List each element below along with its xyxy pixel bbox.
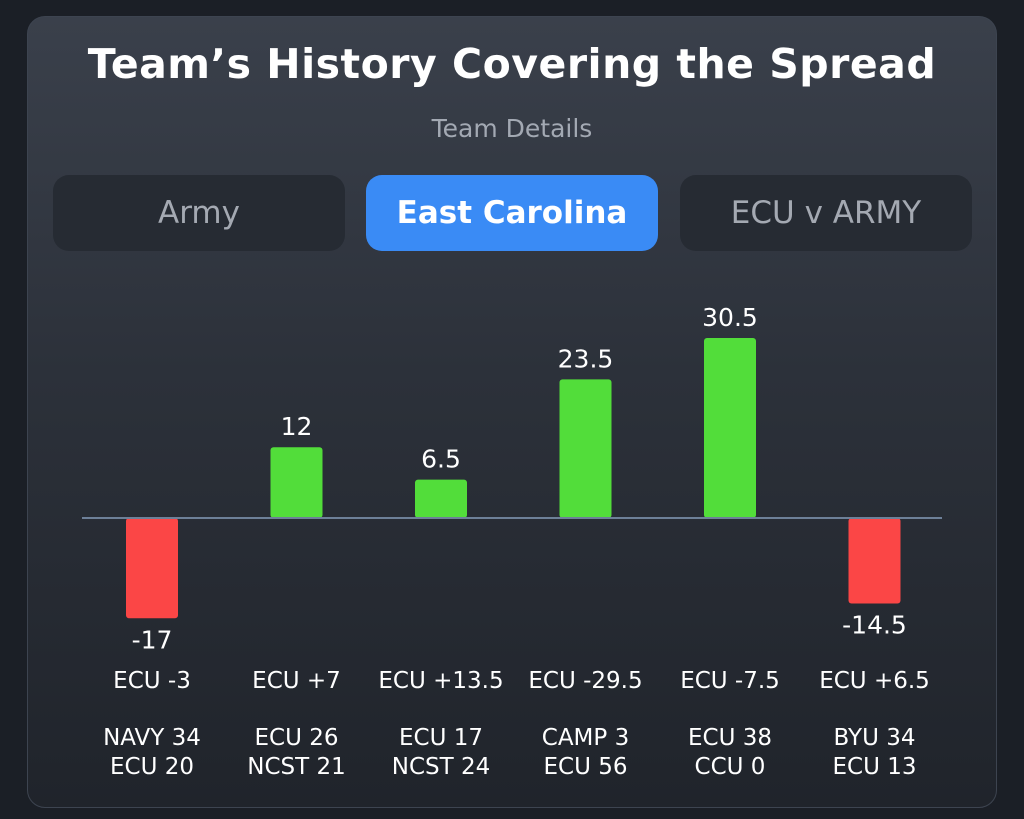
score-line-1-4: CAMP 3 bbox=[542, 725, 629, 751]
bar-4 bbox=[559, 379, 612, 518]
tab-ecu-v-army[interactable]: ECU v ARMY bbox=[680, 175, 972, 251]
score-line-1-1: NAVY 34 bbox=[103, 725, 201, 751]
score-line-1-5: ECU 38 bbox=[688, 725, 772, 751]
spread-label-2: ECU +7 bbox=[252, 668, 341, 694]
bar-1 bbox=[126, 518, 178, 619]
page-title: Team’s History Covering the Spread bbox=[87, 40, 937, 88]
score-line-2-5: CCU 0 bbox=[695, 754, 766, 780]
spread-label-3: ECU +13.5 bbox=[378, 668, 503, 694]
chart-card bbox=[27, 16, 997, 808]
bar-value-label-4: 23.5 bbox=[558, 344, 614, 373]
score-line-2-3: NCST 24 bbox=[392, 754, 491, 780]
score-line-1-2: ECU 26 bbox=[254, 725, 338, 751]
bar-value-label-1: -17 bbox=[132, 625, 173, 654]
bar-value-label-5: 30.5 bbox=[702, 303, 758, 332]
tab-army[interactable]: Army bbox=[53, 175, 345, 251]
spread-label-6: ECU +6.5 bbox=[819, 668, 930, 694]
score-line-1-6: BYU 34 bbox=[834, 725, 916, 751]
bar-6 bbox=[848, 518, 901, 604]
bar-value-label-2: 12 bbox=[281, 412, 313, 441]
score-line-2-6: ECU 13 bbox=[832, 754, 916, 780]
spread-label-1: ECU -3 bbox=[113, 668, 191, 694]
bar-value-label-3: 6.5 bbox=[421, 445, 461, 474]
score-line-2-2: NCST 21 bbox=[247, 754, 346, 780]
bar-value-label-6: -14.5 bbox=[842, 611, 907, 640]
bar-3 bbox=[415, 479, 467, 518]
bar-2 bbox=[270, 447, 323, 518]
spread-label-4: ECU -29.5 bbox=[528, 668, 642, 694]
page-subtitle: Team Details bbox=[431, 114, 593, 143]
score-line-1-3: ECU 17 bbox=[399, 725, 483, 751]
score-line-2-1: ECU 20 bbox=[110, 754, 194, 780]
tab-east-carolina[interactable]: East Carolina bbox=[366, 175, 658, 251]
bar-5 bbox=[704, 338, 756, 518]
score-line-2-4: ECU 56 bbox=[543, 754, 627, 780]
spread-label-5: ECU -7.5 bbox=[680, 668, 780, 694]
